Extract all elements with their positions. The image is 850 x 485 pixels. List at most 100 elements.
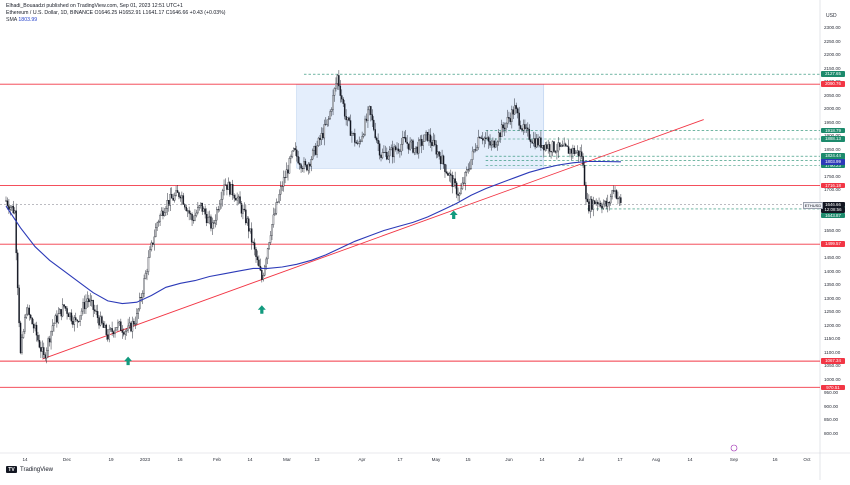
candle-body <box>273 215 274 225</box>
candle-body <box>327 120 328 124</box>
candle-body <box>305 161 306 165</box>
candle-body <box>126 330 127 331</box>
candle-body <box>421 139 422 145</box>
tradingview-logo-text: TradingView <box>20 467 53 473</box>
indicator-label: SMA <box>6 17 17 23</box>
x-tick-label: 14 <box>687 457 692 462</box>
candle-body <box>494 141 495 147</box>
candle-body <box>437 152 438 155</box>
candle-body <box>61 309 62 316</box>
candle-body <box>56 316 57 323</box>
candle-body <box>516 105 517 108</box>
candle-body <box>91 300 92 301</box>
candle-body <box>459 194 460 196</box>
candle-body <box>513 110 514 114</box>
candle-body <box>234 195 235 198</box>
candle-body <box>271 225 272 236</box>
candle-body <box>87 299 88 302</box>
candle-body <box>555 151 556 152</box>
candle-body <box>35 325 36 328</box>
candle-body <box>364 119 365 135</box>
candle-body <box>362 136 363 141</box>
candle-body <box>280 187 281 195</box>
candle-body <box>600 203 601 206</box>
candle-body <box>520 125 521 128</box>
candle-body <box>439 152 440 157</box>
candle-body <box>173 198 174 200</box>
candle-body <box>215 220 216 223</box>
candle-body <box>235 198 236 200</box>
candle-body <box>394 147 395 157</box>
candle-body <box>325 124 326 125</box>
candle-body <box>106 325 107 335</box>
candle-body <box>267 249 268 259</box>
candle-body <box>129 323 130 326</box>
candle-body <box>458 194 459 195</box>
candle-body <box>577 151 578 153</box>
candle-body <box>389 150 390 156</box>
candle-body <box>104 325 105 328</box>
candle-body <box>562 145 563 146</box>
candle-body <box>487 138 488 139</box>
candle-body <box>93 300 94 309</box>
candle-body <box>580 152 581 156</box>
candle-body <box>302 168 303 169</box>
candle-body <box>481 138 482 139</box>
candle-body <box>176 190 177 195</box>
candle-body <box>43 347 44 354</box>
candle-body <box>32 318 33 324</box>
candle-body <box>146 272 147 273</box>
candle-body <box>72 321 73 324</box>
candle-body <box>561 145 562 146</box>
y-tick-label: 950.00 <box>824 390 838 395</box>
candle-body <box>52 326 53 332</box>
candle-body <box>221 199 222 204</box>
candle-body <box>306 165 307 170</box>
y-tick-label: 1100.00 <box>824 350 840 355</box>
y-tick-label: 850.00 <box>824 417 838 422</box>
candle-body <box>526 128 527 129</box>
level-price-label: 2090.76 <box>821 81 845 87</box>
candle-body <box>151 243 152 250</box>
candle-body <box>181 196 182 198</box>
y-tick-label: 1050.00 <box>824 363 841 368</box>
candle-body <box>370 106 371 114</box>
candle-body <box>170 194 171 205</box>
candle-body <box>98 318 99 325</box>
candle-body <box>376 138 377 140</box>
candle-body <box>543 145 544 150</box>
candle-body <box>546 145 547 149</box>
candle-body <box>322 133 323 138</box>
candle-body <box>42 347 43 351</box>
instrument-line: Ethereum / U.S. Dollar, 1D, BINANCE O164… <box>6 10 225 16</box>
candle-body <box>346 116 347 120</box>
candle-body <box>207 217 208 223</box>
candle-body <box>610 197 611 203</box>
y-tick-label: 1150.00 <box>824 336 840 341</box>
candle-body <box>447 173 448 175</box>
candle-body <box>65 306 66 308</box>
candle-body <box>209 217 210 218</box>
candle-body <box>472 151 473 160</box>
candle-body <box>369 106 370 110</box>
candle-body <box>116 327 117 330</box>
candle-body <box>290 157 291 159</box>
candle-body <box>527 128 528 129</box>
candle-body <box>375 129 376 137</box>
candle-body <box>17 253 18 288</box>
candle-body <box>144 279 145 294</box>
candle-body <box>341 96 342 100</box>
candle-body <box>466 170 467 173</box>
candle-body <box>620 198 621 203</box>
candle-body <box>489 141 490 145</box>
candle-body <box>415 147 416 148</box>
x-tick-label: Apr <box>358 457 365 462</box>
candle-body <box>479 137 480 138</box>
candle-body <box>39 340 40 347</box>
candle-body <box>398 149 399 151</box>
candle-body <box>197 207 198 213</box>
candle-body <box>498 133 499 142</box>
candle-body <box>205 209 206 214</box>
candle-body <box>338 75 339 86</box>
